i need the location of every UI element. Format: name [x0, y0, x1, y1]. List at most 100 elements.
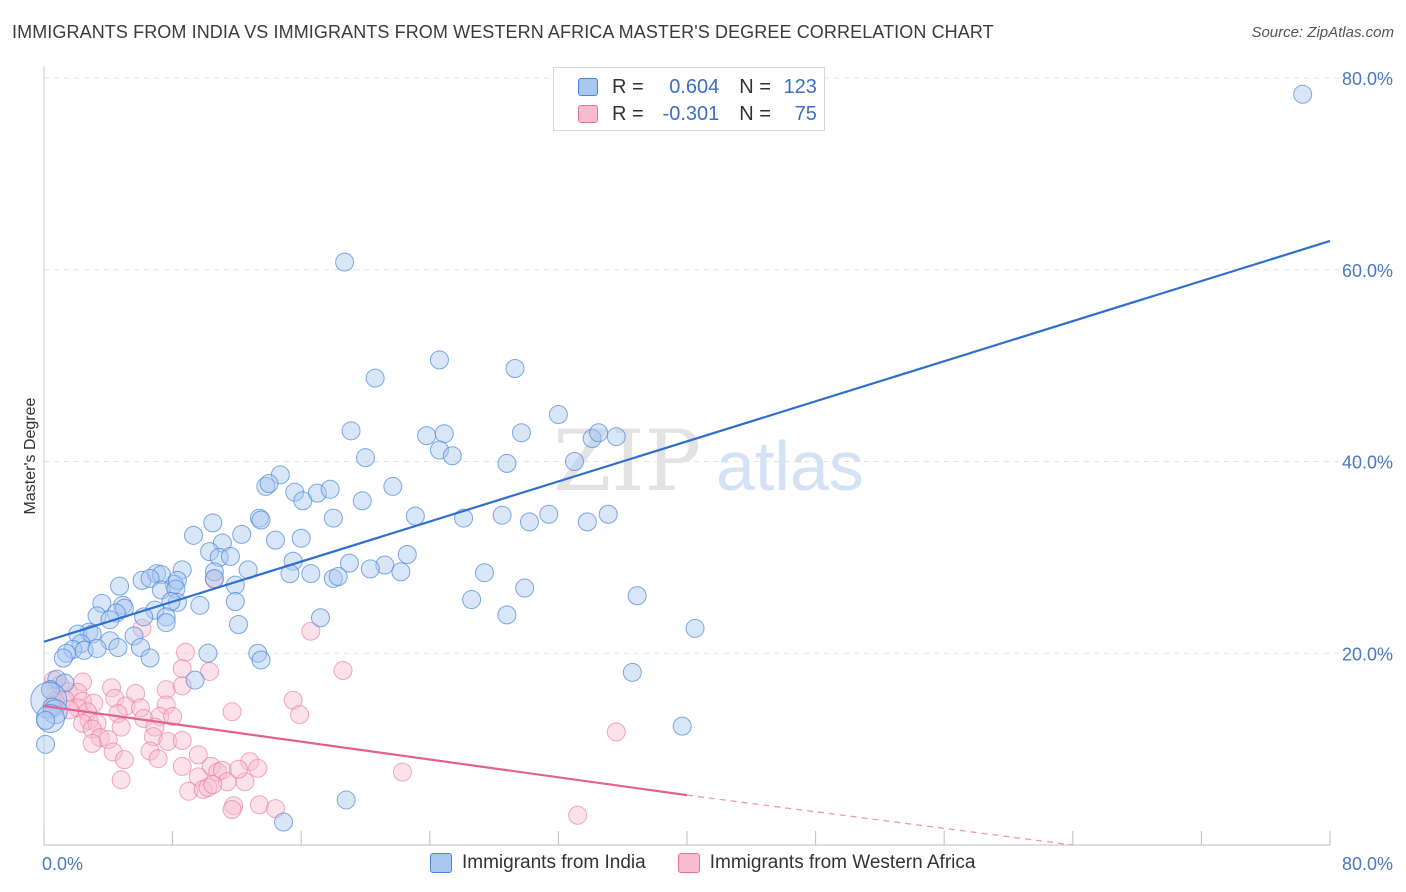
data-point-western-africa: [283, 690, 303, 710]
series-legend-india[interactable]: Immigrants from India: [430, 852, 646, 874]
data-point-india: [672, 716, 692, 736]
data-point-western-africa: [98, 730, 118, 750]
data-point-india: [442, 446, 462, 466]
data-point-western-africa: [102, 678, 122, 698]
data-point-india: [113, 595, 133, 615]
data-point-india: [336, 790, 356, 810]
data-point-western-africa: [156, 695, 176, 715]
data-point-western-africa: [179, 781, 199, 801]
data-point-india: [474, 563, 494, 583]
data-point-western-africa: [203, 775, 223, 795]
data-point-western-africa: [73, 713, 93, 733]
data-point-india: [203, 513, 223, 533]
data-point-western-africa: [172, 659, 192, 679]
data-point-india: [515, 578, 535, 598]
data-point-india: [519, 512, 539, 532]
data-point-western-africa: [290, 705, 310, 725]
data-point-india: [265, 530, 285, 550]
data-point-india: [360, 559, 380, 579]
y-tick-label: 20.0%: [1342, 644, 1393, 664]
data-point-india: [685, 618, 705, 638]
data-point-india: [204, 562, 224, 582]
correlation-legend: R = 0.604 N = 123 R = -0.301 N = 75: [553, 67, 825, 131]
data-point-western-africa: [111, 717, 131, 737]
data-point-western-africa: [222, 800, 242, 820]
legend-swatch-western-africa: [578, 105, 598, 123]
data-point-india: [548, 405, 568, 425]
y-tick-label: 40.0%: [1342, 453, 1393, 473]
data-point-western-africa: [188, 745, 208, 765]
data-point-india: [140, 648, 160, 668]
data-point-western-africa: [222, 702, 242, 722]
data-point-india: [429, 350, 449, 370]
data-point-india: [200, 542, 220, 562]
series-legend-swatch-western-africa: [677, 853, 700, 873]
data-point-india: [339, 553, 359, 573]
legend-n-label: N =: [739, 102, 771, 125]
trend-line-india: [43, 239, 1331, 643]
data-point-india: [310, 608, 330, 628]
watermark: ZIP atlas: [553, 412, 864, 510]
x-tick-label: 80.0%: [1342, 854, 1393, 874]
data-point-western-africa: [163, 707, 183, 727]
data-point-india: [335, 252, 355, 272]
data-point-india: [505, 359, 525, 379]
data-point-western-africa: [143, 727, 163, 747]
data-point-india: [606, 427, 626, 447]
trend-line-western-africa-extension: [686, 794, 1073, 846]
legend-r-label: R =: [612, 75, 644, 98]
data-point-western-africa: [156, 680, 176, 700]
data-point-india: [140, 568, 160, 588]
data-point-western-africa: [301, 621, 321, 641]
data-point-western-africa: [392, 762, 412, 782]
data-point-india: [622, 662, 642, 682]
data-point-india: [417, 426, 437, 446]
legend-swatch-india: [578, 78, 598, 96]
data-point-india: [185, 670, 205, 690]
series-legend-label-western-africa: Immigrants from Western Africa: [709, 852, 976, 873]
data-point-western-africa: [172, 676, 192, 696]
data-point-india: [256, 476, 276, 496]
data-point-india: [577, 512, 597, 532]
series-legend-label-india: Immigrants from India: [462, 852, 646, 873]
legend-n-value-western-africa: 75: [794, 102, 817, 125]
data-point-india: [1293, 84, 1313, 104]
data-point-india: [539, 504, 559, 524]
data-point-western-africa: [116, 696, 136, 716]
legend-n-value-india: 123: [783, 75, 817, 98]
data-point-india: [251, 650, 271, 670]
series-legend-western-africa[interactable]: Immigrants from Western Africa: [677, 852, 976, 874]
data-point-india: [405, 506, 425, 526]
data-point-india: [397, 544, 417, 564]
data-point-india: [627, 586, 647, 606]
data-point-western-africa: [111, 770, 131, 790]
data-point-india: [429, 440, 449, 460]
data-point-india: [82, 624, 102, 644]
series-india-points: [30, 84, 1313, 832]
data-point-india: [589, 423, 609, 443]
data-point-india: [511, 423, 531, 443]
data-point-india: [251, 510, 271, 530]
data-point-india: [434, 424, 454, 444]
data-point-india: [100, 610, 120, 630]
data-point-india: [383, 476, 403, 496]
data-point-india: [497, 453, 517, 473]
data-point-india: [229, 614, 249, 634]
data-point-western-africa: [172, 730, 192, 750]
data-point-india: [87, 638, 107, 658]
data-point-india: [391, 562, 411, 582]
data-point-india: [375, 555, 395, 575]
data-point-western-africa: [240, 752, 260, 772]
data-point-india: [352, 491, 372, 511]
data-point-india: [198, 643, 218, 663]
data-point-western-africa: [249, 795, 269, 815]
legend-n-label: N =: [739, 75, 771, 98]
data-point-western-africa: [235, 772, 255, 792]
data-point-western-africa: [568, 805, 588, 825]
trend-lines: [43, 239, 1331, 846]
data-point-india: [225, 591, 245, 611]
data-point-india: [274, 812, 294, 832]
data-point-india: [320, 479, 340, 499]
data-point-india: [130, 637, 150, 657]
